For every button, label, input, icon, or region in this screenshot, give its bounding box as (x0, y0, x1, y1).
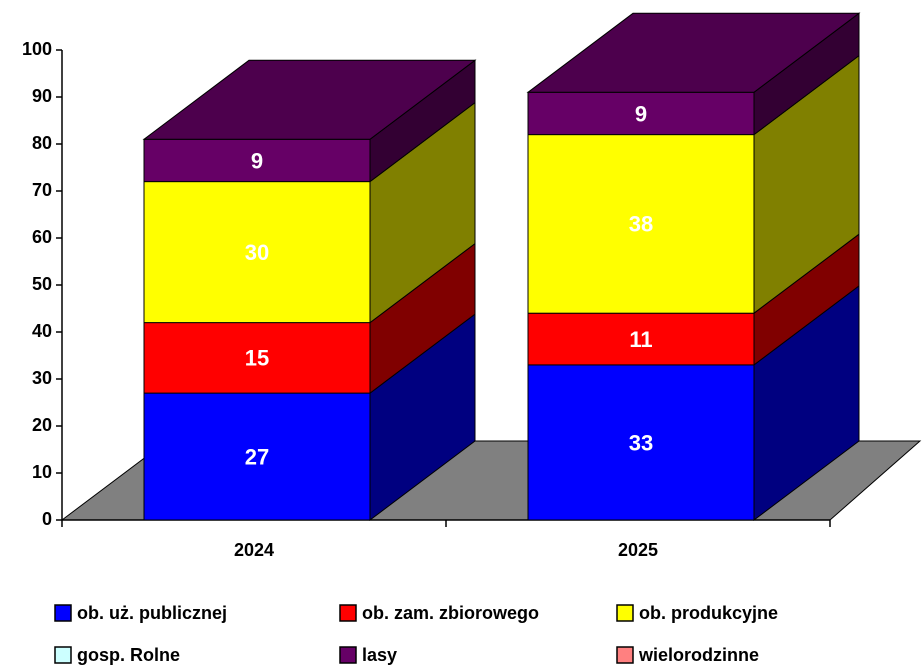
legend-label: gosp. Rolne (77, 645, 180, 665)
legend-swatch (54, 646, 72, 664)
y-tick-label: 90 (32, 86, 52, 106)
y-tick-label: 70 (32, 180, 52, 200)
data-label: 33 (629, 430, 653, 455)
legend-label: ob. uż. publicznej (77, 603, 227, 623)
y-tick-label: 10 (32, 462, 52, 482)
legend-label: lasy (362, 645, 397, 665)
data-label: 38 (629, 212, 653, 237)
data-label: 11 (629, 327, 652, 352)
data-label: 15 (245, 346, 269, 371)
y-tick-label: 40 (32, 321, 52, 341)
x-tick-label: 2025 (618, 540, 658, 560)
bar-segment (527, 91, 755, 136)
bar-segment (143, 138, 371, 183)
y-tick-label: 60 (32, 227, 52, 247)
legend-label: wielorodzinne (638, 645, 759, 665)
data-label: 30 (245, 240, 269, 265)
bar-segment (143, 181, 371, 324)
legend-swatch (339, 604, 357, 622)
bar-top (142, 59, 477, 140)
y-tick-label: 80 (32, 133, 52, 153)
legend-swatch (339, 646, 357, 664)
y-tick-label: 0 (42, 509, 52, 529)
bar-segment (527, 364, 755, 521)
bar-top (526, 12, 861, 93)
legend-label: ob. produkcyjne (639, 603, 778, 623)
bar-segment (527, 134, 755, 314)
legend-label: ob. zam. zbiorowego (362, 603, 539, 623)
legend-swatch (616, 646, 634, 664)
legend-swatch (54, 604, 72, 622)
data-label: 9 (251, 148, 263, 173)
y-tick-label: 30 (32, 368, 52, 388)
y-tick-label: 100 (22, 39, 52, 59)
y-tick-label: 50 (32, 274, 52, 294)
legend-swatch (616, 604, 634, 622)
x-tick-label: 2024 (234, 540, 274, 560)
data-label: 27 (245, 444, 269, 469)
y-tick-label: 20 (32, 415, 52, 435)
data-label: 9 (635, 101, 647, 126)
bar-segment (143, 322, 371, 394)
